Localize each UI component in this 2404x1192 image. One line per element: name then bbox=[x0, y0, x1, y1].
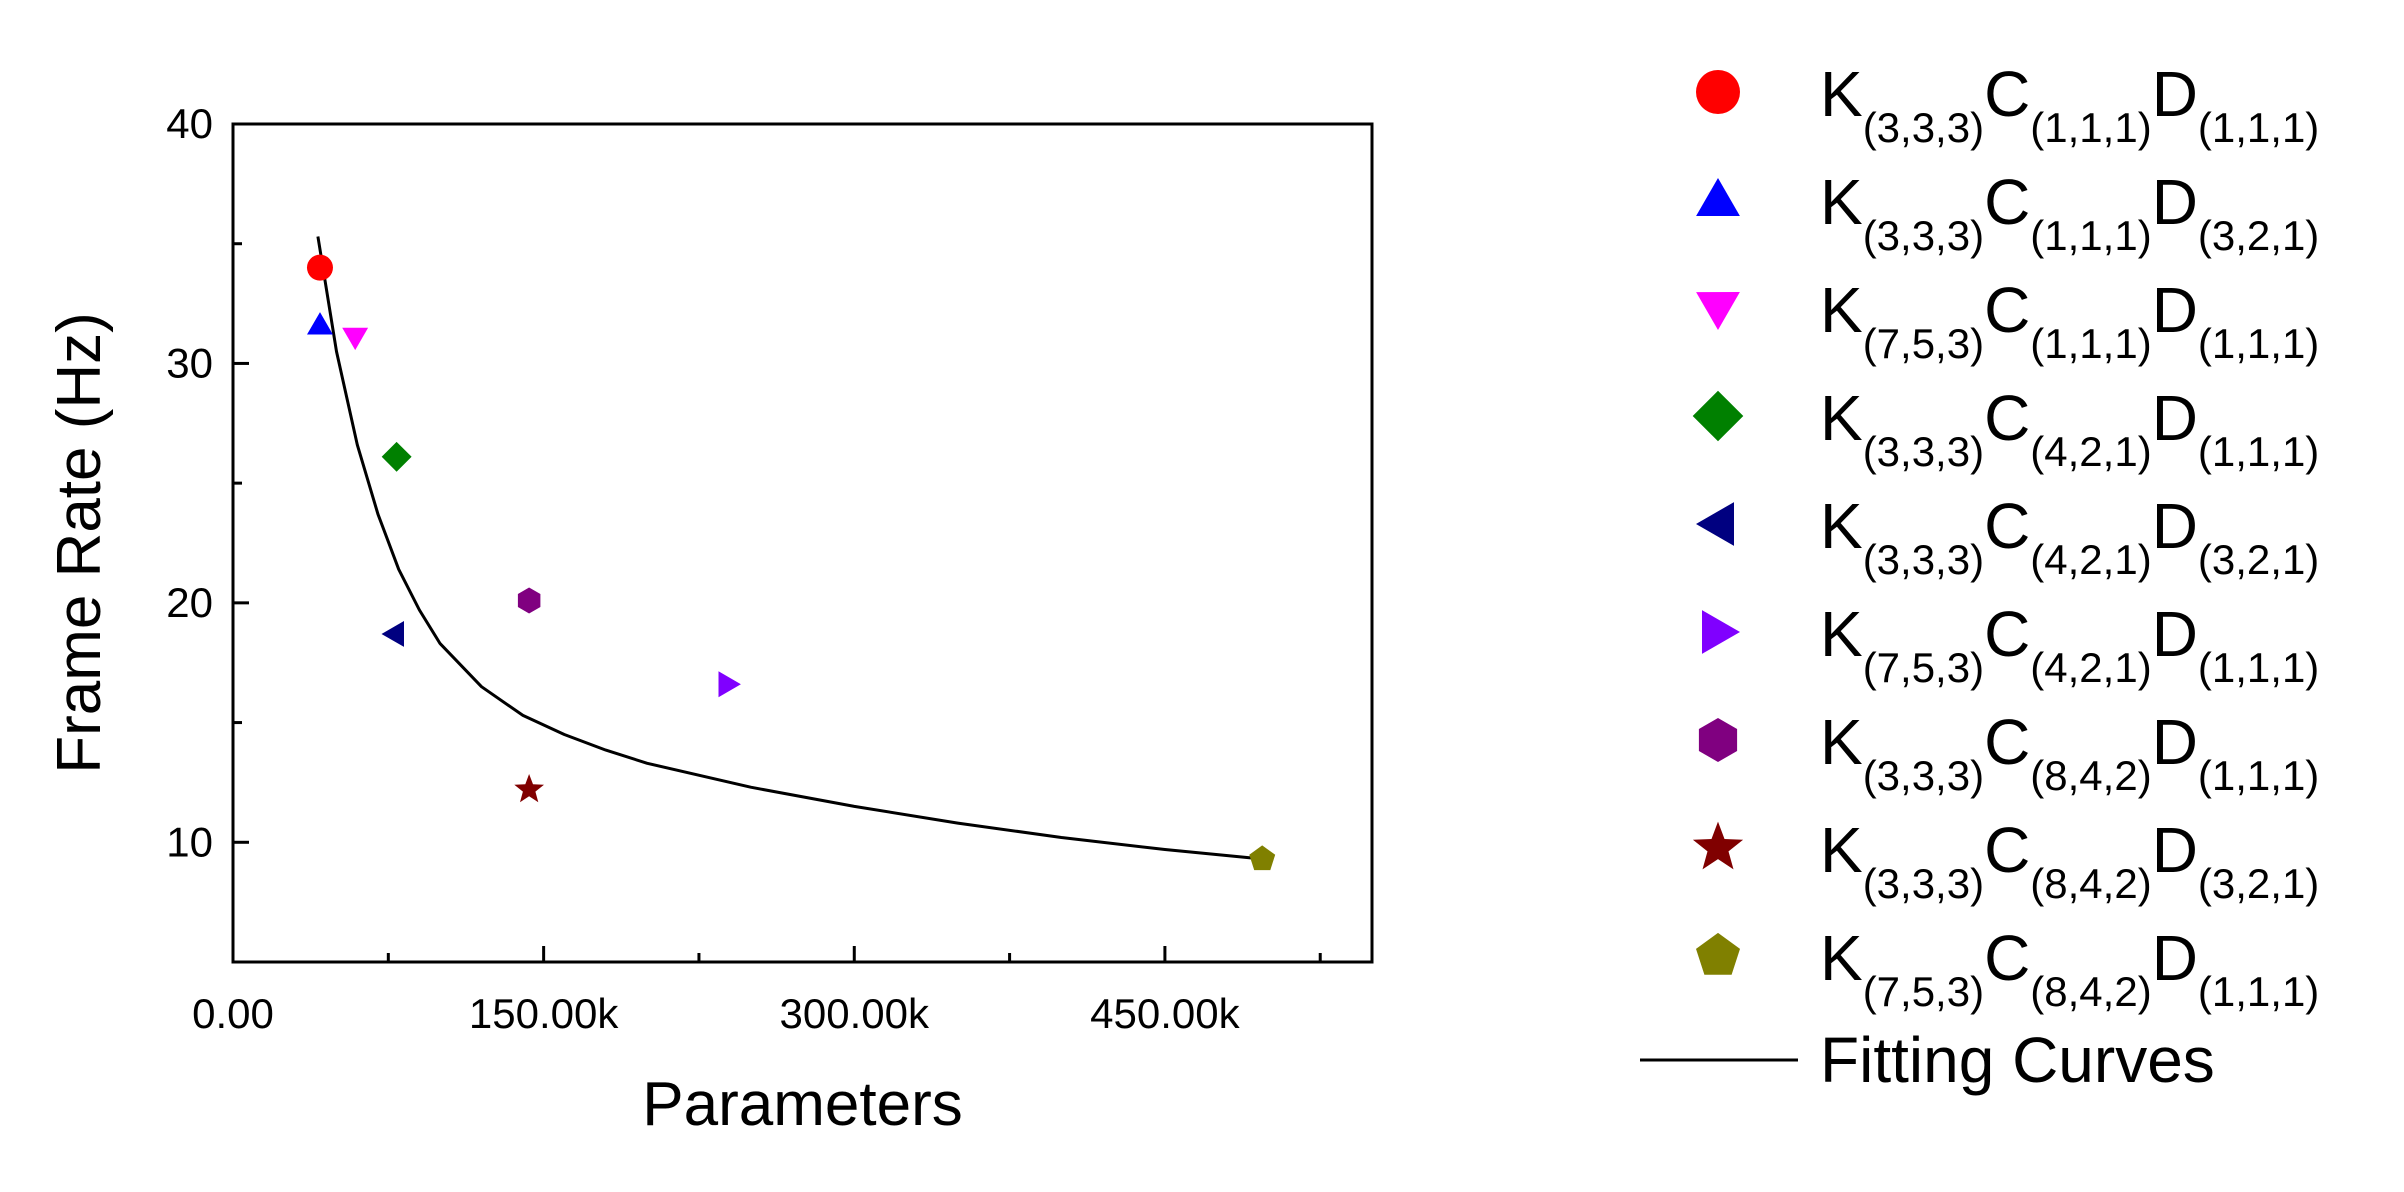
legend-symbol: C bbox=[1984, 490, 2030, 562]
legend-symbol: K bbox=[1820, 598, 1863, 670]
legend-subscript: (3,3,3) bbox=[1863, 860, 1984, 907]
legend-symbol: D bbox=[2152, 490, 2198, 562]
legend-subscript: (1,1,1) bbox=[2198, 428, 2319, 475]
legend-symbol: D bbox=[2152, 922, 2198, 994]
legend-symbol: K bbox=[1820, 706, 1863, 778]
legend-subscript: (3,2,1) bbox=[2198, 860, 2319, 907]
legend-entry-label: K(3,3,3)C(8,4,2)D(3,2,1) bbox=[1820, 814, 2319, 907]
legend-subscript: (1,1,1) bbox=[2030, 212, 2151, 259]
legend-subscript: (8,4,2) bbox=[2030, 968, 2151, 1015]
legend-subscript: (8,4,2) bbox=[2030, 860, 2151, 907]
x-tick-label: 150.00k bbox=[469, 990, 619, 1037]
legend-symbol: C bbox=[1984, 814, 2030, 886]
legend: K(3,3,3)C(1,1,1)D(1,1,1)K(3,3,3)C(1,1,1)… bbox=[1640, 58, 2319, 1096]
y-tick-label: 30 bbox=[166, 339, 213, 386]
legend-subscript: (1,1,1) bbox=[2198, 644, 2319, 691]
data-point-triangle-left bbox=[381, 621, 404, 647]
legend-symbol: K bbox=[1820, 58, 1863, 130]
legend-subscript: (7,5,3) bbox=[1863, 968, 1984, 1015]
legend-subscript: (1,1,1) bbox=[2030, 104, 2151, 151]
data-point-circle bbox=[306, 254, 333, 281]
legend-subscript: (4,2,1) bbox=[2030, 536, 2151, 583]
x-tick-label: 0.00 bbox=[192, 990, 274, 1037]
legend-marker-hexagon bbox=[1698, 718, 1738, 762]
legend-subscript: (1,1,1) bbox=[2198, 104, 2319, 151]
legend-entry-label: K(3,3,3)C(8,4,2)D(1,1,1) bbox=[1820, 706, 2319, 799]
legend-entry-label: K(3,3,3)C(4,2,1)D(1,1,1) bbox=[1820, 382, 2319, 475]
data-point-triangle-right bbox=[718, 671, 741, 698]
legend-entry-label: K(3,3,3)C(1,1,1)D(1,1,1) bbox=[1820, 58, 2319, 151]
legend-entry-label: K(7,5,3)C(4,2,1)D(1,1,1) bbox=[1820, 598, 2319, 691]
legend-subscript: (1,1,1) bbox=[2198, 968, 2319, 1015]
legend-subscript: (3,3,3) bbox=[1863, 212, 1984, 259]
legend-marker-triangle-right bbox=[1702, 610, 1740, 654]
legend-subscript: (3,3,3) bbox=[1863, 428, 1984, 475]
legend-symbol: C bbox=[1984, 274, 2030, 346]
legend-symbol: C bbox=[1984, 598, 2030, 670]
plot-frame bbox=[231, 122, 1374, 964]
legend-symbol: D bbox=[2152, 814, 2198, 886]
legend-marker-triangle-left bbox=[1696, 502, 1734, 546]
legend-subscript: (1,1,1) bbox=[2198, 752, 2319, 799]
legend-subscript: (3,2,1) bbox=[2198, 536, 2319, 583]
legend-symbol: D bbox=[2152, 58, 2198, 130]
legend-subscript: (3,2,1) bbox=[2198, 212, 2319, 259]
legend-symbol: D bbox=[2152, 706, 2198, 778]
data-point-triangle-up bbox=[307, 312, 333, 335]
legend-symbol: D bbox=[2152, 598, 2198, 670]
x-tick-label: 450.00k bbox=[1090, 990, 1240, 1037]
data-point-hexagon bbox=[517, 587, 541, 614]
legend-symbol: C bbox=[1984, 166, 2030, 238]
plot-area: 0.00 150.00k 300.00k 450.00k 10 20 30 40 Paramet… bbox=[45, 100, 1374, 1139]
legend-symbol: K bbox=[1820, 274, 1863, 346]
legend-marker-pentagon bbox=[1696, 932, 1740, 975]
legend-marker-triangle-down bbox=[1696, 292, 1740, 330]
legend-symbol: C bbox=[1984, 706, 2030, 778]
y-tick-label: 40 bbox=[166, 100, 213, 147]
legend-symbol: K bbox=[1820, 490, 1863, 562]
legend-subscript: (1,1,1) bbox=[2030, 320, 2151, 367]
data-point-star bbox=[514, 774, 544, 803]
legend-subscript: (4,2,1) bbox=[2030, 428, 2151, 475]
legend-entry-label: K(7,5,3)C(8,4,2)D(1,1,1) bbox=[1820, 922, 2319, 1015]
legend-symbol: D bbox=[2152, 274, 2198, 346]
legend-entry-label: K(3,3,3)C(4,2,1)D(3,2,1) bbox=[1820, 490, 2319, 583]
data-point-pentagon bbox=[1249, 845, 1276, 871]
legend-subscript: (3,3,3) bbox=[1863, 752, 1984, 799]
legend-symbol: D bbox=[2152, 382, 2198, 454]
legend-subscript: (3,3,3) bbox=[1863, 104, 1984, 151]
fit-curve-line bbox=[316, 236, 1263, 861]
legend-symbol: K bbox=[1820, 814, 1863, 886]
legend-symbol: D bbox=[2152, 166, 2198, 238]
legend-entry-label: K(7,5,3)C(1,1,1)D(1,1,1) bbox=[1820, 274, 2319, 367]
legend-subscript: (4,2,1) bbox=[2030, 644, 2151, 691]
legend-subscript: (7,5,3) bbox=[1863, 644, 1984, 691]
y-tick-label: 20 bbox=[166, 579, 213, 626]
legend-fit-label: Fitting Curves bbox=[1820, 1024, 2215, 1096]
x-tick-label: 300.00k bbox=[780, 990, 930, 1037]
legend-subscript: (7,5,3) bbox=[1863, 320, 1984, 367]
legend-symbol: C bbox=[1984, 382, 2030, 454]
legend-entry-label: K(3,3,3)C(1,1,1)D(3,2,1) bbox=[1820, 166, 2319, 259]
legend-symbol: K bbox=[1820, 382, 1863, 454]
legend-symbol: K bbox=[1820, 922, 1863, 994]
y-tick-label: 10 bbox=[166, 818, 213, 865]
legend-marker-star bbox=[1692, 821, 1744, 870]
data-point-triangle-down bbox=[342, 327, 369, 351]
legend-symbol: C bbox=[1984, 922, 2030, 994]
legend-subscript: (1,1,1) bbox=[2198, 320, 2319, 367]
legend-subscript: (8,4,2) bbox=[2030, 752, 2151, 799]
legend-marker-triangle-up bbox=[1696, 178, 1740, 216]
data-point-diamond bbox=[381, 441, 412, 472]
legend-marker-circle bbox=[1696, 70, 1740, 114]
legend-symbol: K bbox=[1820, 166, 1863, 238]
legend-symbol: C bbox=[1984, 58, 2030, 130]
legend-subscript: (3,3,3) bbox=[1863, 536, 1984, 583]
y-axis-title: Frame Rate (Hz) bbox=[45, 312, 114, 774]
x-axis-title: Parameters bbox=[642, 1070, 962, 1139]
legend-marker-diamond bbox=[1692, 390, 1744, 442]
